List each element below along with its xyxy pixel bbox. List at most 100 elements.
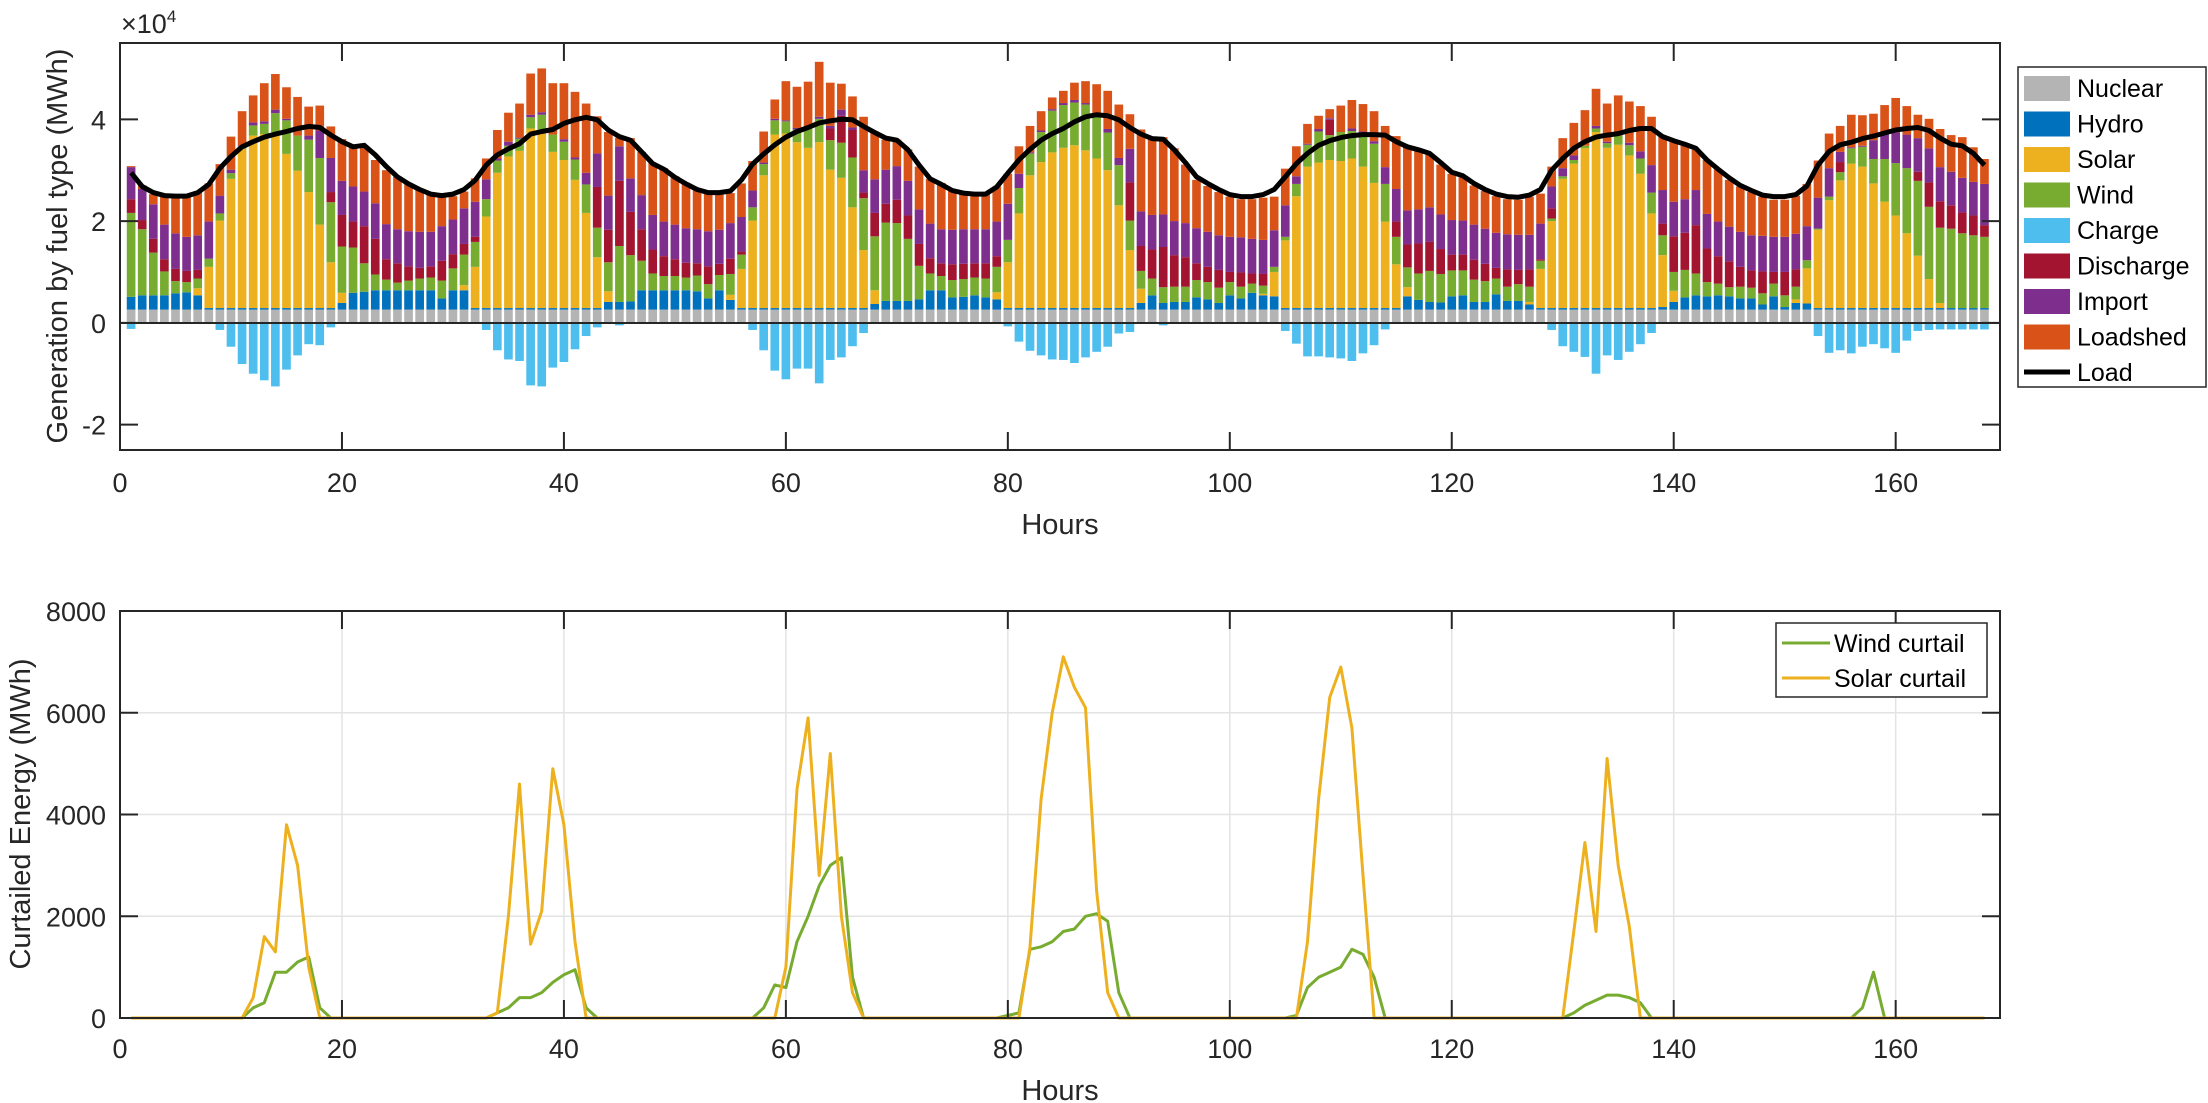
legend-item-nuclear: Nuclear — [2024, 75, 2163, 103]
bar-wind — [1824, 196, 1834, 201]
bar-solar — [781, 133, 791, 309]
legend-item-import: Import — [2024, 288, 2148, 316]
bar-wind — [1114, 165, 1124, 206]
bar-nuclear — [1636, 309, 1645, 323]
bar-wind — [204, 258, 214, 267]
bar-loadshed — [1125, 114, 1135, 149]
bar-discharge — [193, 269, 203, 279]
bar-nuclear — [737, 309, 746, 323]
bar-nuclear — [792, 309, 802, 323]
bar-loadshed — [914, 166, 924, 210]
bar-wind — [1735, 286, 1745, 299]
bar-wind — [1525, 286, 1534, 302]
bar-solar — [1935, 302, 1945, 309]
bar-import — [226, 169, 236, 174]
bar-loadshed — [1491, 196, 1501, 233]
bar-loadshed — [1880, 105, 1889, 134]
bar-wind — [1036, 132, 1046, 163]
bar-loadshed — [1869, 113, 1878, 141]
bar-charge — [304, 322, 313, 345]
bar-wind — [1647, 192, 1656, 214]
bar-discharge — [892, 199, 902, 224]
bar-solar — [1092, 158, 1101, 309]
bar-hydro — [814, 308, 824, 310]
bar-solar — [1014, 213, 1024, 309]
bar-solar — [803, 147, 813, 309]
bar-wind — [570, 159, 580, 180]
bar-wind — [1203, 282, 1212, 300]
x-tick-label: 20 — [327, 468, 357, 498]
bar-hydro — [925, 290, 935, 310]
bar-hydro — [137, 295, 147, 310]
bar-nuclear — [1014, 309, 1024, 323]
bar-charge — [837, 322, 846, 358]
bar-loadshed — [948, 189, 957, 230]
bar-loadshed — [1092, 84, 1101, 117]
bar-hydro — [259, 308, 269, 310]
bar-hydro — [1813, 308, 1823, 310]
bar-solar — [481, 216, 491, 309]
bar-hydro — [859, 308, 868, 310]
bar-charge — [1813, 322, 1823, 337]
legend-item-discharge: Discharge — [2024, 253, 2190, 281]
bar-wind — [1969, 235, 1978, 309]
bar-solar — [1081, 150, 1090, 309]
bar-nuclear — [1935, 309, 1945, 323]
bar-nuclear — [959, 309, 968, 323]
bar-wind — [1414, 273, 1423, 300]
bar-charge — [1036, 322, 1046, 356]
bar-charge — [1369, 322, 1379, 346]
bar-hydro — [1447, 296, 1457, 310]
bar-import — [1658, 190, 1667, 224]
bar-hydro — [1713, 295, 1723, 310]
bar-nuclear — [1658, 309, 1667, 323]
curtailment-x-axis-label: Hours — [1021, 1075, 1098, 1103]
bar-loadshed — [1935, 128, 1945, 168]
bar-loadshed — [1669, 141, 1679, 202]
bar-import — [1624, 142, 1634, 146]
bar-import — [1591, 125, 1601, 129]
bar-import — [581, 172, 591, 185]
bar-hydro — [1225, 295, 1235, 310]
bar-nuclear — [1169, 309, 1179, 323]
bar-nuclear — [770, 309, 780, 323]
bar-hydro — [304, 308, 313, 310]
bar-import — [1269, 230, 1279, 267]
bar-charge — [259, 322, 269, 381]
bar-hydro — [870, 303, 879, 310]
x-tick-label: 40 — [549, 1034, 579, 1064]
bar-import — [1558, 168, 1568, 177]
bar-discharge — [470, 236, 480, 242]
bar-hydro — [1558, 308, 1568, 310]
bar-nuclear — [515, 309, 524, 323]
x-tick-label: 20 — [327, 1034, 357, 1064]
bar-solar — [282, 153, 291, 309]
bar-hydro — [326, 308, 336, 310]
bar-import — [1691, 190, 1701, 226]
bar-wind — [903, 238, 913, 301]
bar-hydro — [1325, 308, 1335, 310]
bar-nuclear — [1691, 309, 1701, 323]
bar-nuclear — [1425, 309, 1434, 323]
bar-hydro — [1414, 299, 1423, 310]
bar-loadshed — [1114, 104, 1124, 158]
bar-loadshed — [515, 103, 524, 138]
bar-import — [626, 178, 635, 212]
bar-hydro — [748, 308, 757, 310]
bar-loadshed — [1769, 199, 1778, 237]
bar-charge — [493, 322, 502, 351]
bar-import — [1869, 140, 1878, 159]
legend-swatch — [2024, 289, 2070, 314]
bar-nuclear — [603, 309, 613, 323]
bar-hydro — [1047, 308, 1057, 310]
bar-loadshed — [548, 83, 558, 135]
bar-hydro — [226, 308, 236, 310]
bar-hydro — [1957, 308, 1967, 310]
bar-discharge — [1735, 266, 1745, 287]
bar-solar — [1658, 255, 1667, 308]
bar-loadshed — [315, 105, 325, 131]
bar-discharge — [1713, 256, 1723, 284]
bar-nuclear — [537, 309, 547, 323]
bar-hydro — [581, 308, 591, 310]
bar-nuclear — [936, 309, 946, 323]
